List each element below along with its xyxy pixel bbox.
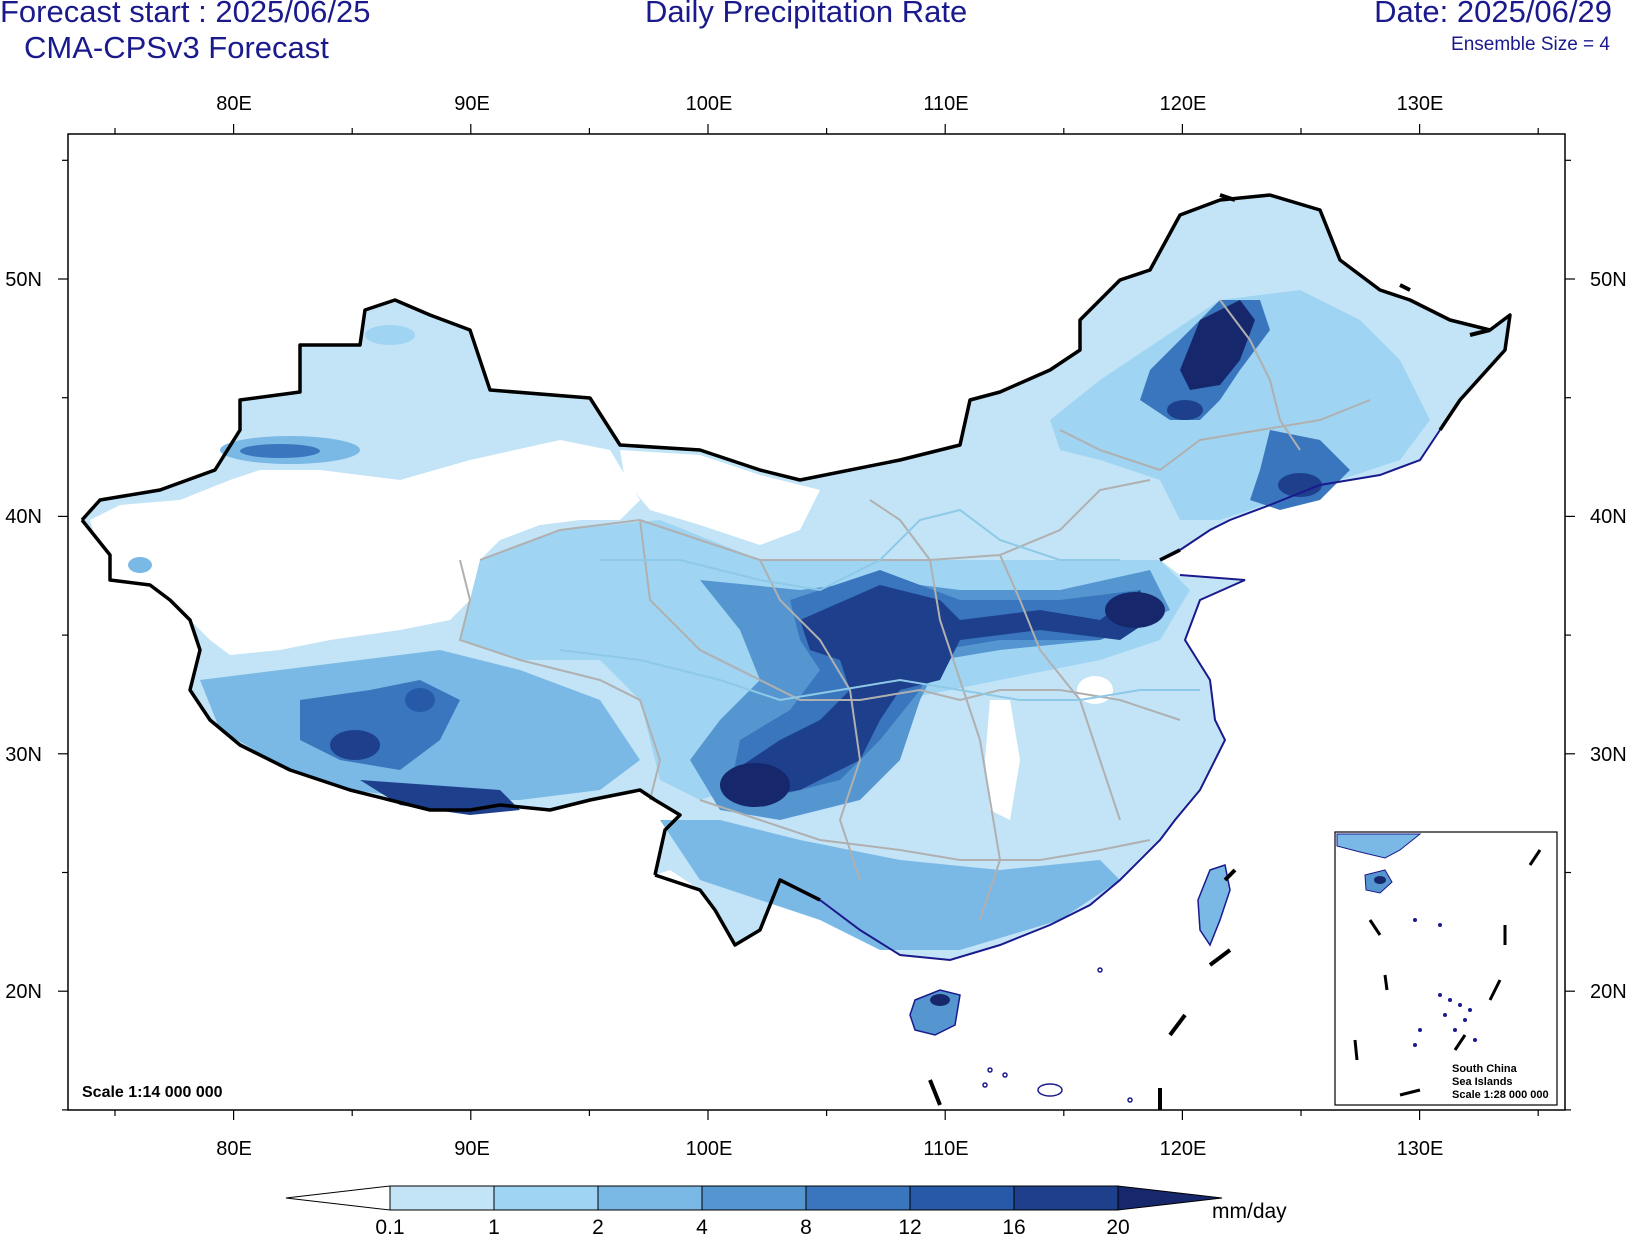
colorbar-box [805,1185,911,1211]
coastline [819,429,1441,962]
colorbar-box [389,1185,495,1211]
colorbar-level-label: 0.1 [375,1216,404,1236]
colorbar-level-label: 1 [488,1216,500,1236]
colorbar-level-label: 8 [800,1216,812,1236]
lon-label: 90E [454,93,490,115]
lon-label: 80E [216,93,252,115]
maritime-boundary [928,193,1491,1110]
lon-label: 130E [1397,93,1444,115]
lat-label: 40N [1590,506,1627,528]
lat-labels-left: 50N 40N 30N 20N [5,269,42,1003]
lat-label: 20N [1590,981,1627,1003]
lon-label: 110E [923,93,968,115]
colorbar-box [493,1185,599,1211]
colorbar-level-label: 12 [898,1216,921,1236]
valid-date-label: Date: 2025/06/29 [1374,0,1612,29]
colorbar-level-label: 2 [592,1216,604,1236]
colorbar-upper-arrow [1117,1185,1223,1211]
small-islands [982,967,1133,1103]
dry-region-north [620,450,820,545]
south-china-sea-inset: South China Sea Islands Scale 1:28 000 0… [1334,831,1558,1106]
map-title: Daily Precipitation Rate [645,0,968,29]
rivers [559,508,1200,702]
lon-label: 80E [216,1138,252,1160]
lon-label: 100E [686,93,733,115]
lon-label: 90E [454,1138,490,1160]
inset-label-line2: Sea Islands [1452,1076,1513,1088]
lon-label: 100E [686,1138,733,1160]
inset-label-line1: South China [1452,1063,1518,1075]
lat-label: 30N [5,744,42,766]
inset-label-line3: Scale 1:28 000 000 [1452,1089,1549,1101]
dry-region-northwest [90,440,640,655]
lat-label: 20N [5,981,42,1003]
lon-label: 130E [1397,1138,1444,1160]
lon-labels-top: 80E 90E 100E 110E 120E 130E [216,93,1443,115]
axis-ticks [58,124,1575,1120]
colorbar-box [1013,1185,1119,1211]
colorbar-unit: mm/day [1212,1200,1287,1223]
lat-label: 30N [1590,744,1627,766]
forecast-start-label: Forecast start : 2025/06/25 [0,0,371,29]
map-scale-label: Scale 1:14 000 000 [82,1084,223,1101]
rain-tibet-south [360,780,520,815]
province-borders [458,299,1371,921]
rain-central-max [735,585,1150,800]
taiwan-island [1197,864,1231,947]
lat-label: 40N [5,506,42,528]
colorbar-level-label: 16 [1002,1216,1025,1236]
colorbar-box [909,1185,1015,1211]
colorbar-level-label: 20 [1106,1216,1129,1236]
lat-labels-right: 50N 40N 30N 20N [1590,269,1627,1003]
lat-label: 50N [5,269,42,291]
rain-liaoning [1250,430,1350,510]
lon-label: 110E [923,1138,968,1160]
national-boundary [80,193,1512,947]
precipitation-field [82,195,1510,1036]
lon-label: 120E [1160,93,1207,115]
dry-pocket-hunan [985,700,1020,820]
lon-labels-bottom: 80E 90E 100E 110E 120E 130E [216,1138,1443,1160]
rain-band-south [660,820,1120,950]
model-label: CMA-CPSv3 Forecast [24,30,329,65]
lat-label: 50N [1590,269,1627,291]
lon-label: 120E [1160,1138,1207,1160]
ensemble-size-label: Ensemble Size = 4 [1451,34,1610,55]
colorbar-level-label: 4 [696,1216,708,1236]
colorbar-box [701,1185,807,1211]
colorbar-box [597,1185,703,1211]
colorbar-lower-arrow [285,1185,391,1211]
